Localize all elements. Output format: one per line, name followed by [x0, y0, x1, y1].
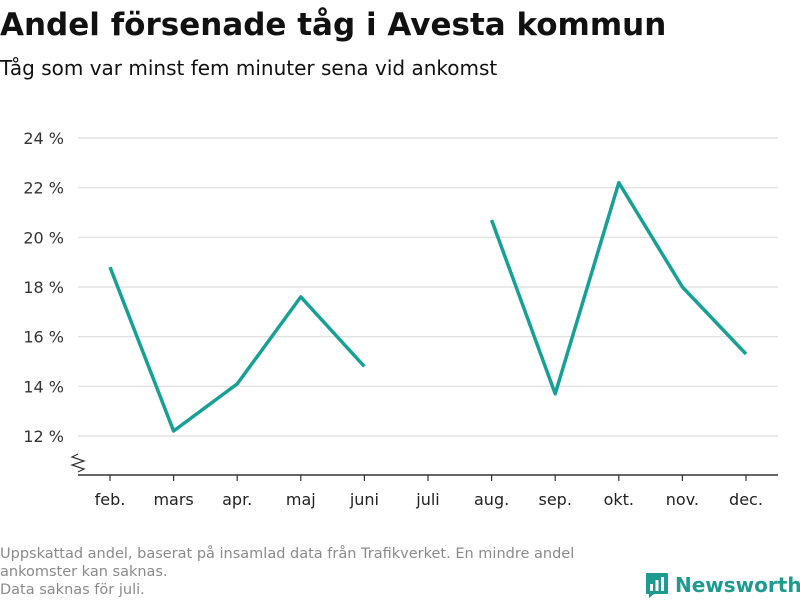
- x-tick-label: nov.: [666, 490, 699, 509]
- chart-title: Andel försenade tåg i Avesta kommun: [0, 7, 667, 43]
- brand-name: Newsworthy: [675, 573, 800, 597]
- footnote-source: Uppskattad andel, baserat på insamlad da…: [0, 546, 575, 580]
- line-chart: 12 % 14 % 16 % 18 % 20 % 22 % 24 % feb. mars apr…: [23, 129, 778, 509]
- x-tick-label: okt.: [604, 490, 634, 509]
- axis-break-icon: [70, 453, 86, 473]
- x-tick-label: mars: [153, 490, 193, 509]
- grid-lines: [78, 137, 778, 437]
- series-layer: [108, 180, 748, 433]
- y-tick-label: 16 %: [23, 328, 64, 347]
- y-tick-label: 24 %: [23, 129, 64, 148]
- x-tick-label: juni: [349, 490, 379, 509]
- y-tick-label: 12 %: [23, 427, 64, 446]
- y-tick-label: 18 %: [23, 278, 64, 297]
- bar-chart-logo-icon: [646, 572, 668, 598]
- x-axis: feb. mars apr. maj juni juli aug. sep. okt. nov. d…: [78, 474, 778, 509]
- x-tick-label: maj: [286, 490, 316, 509]
- x-tick-label: sep.: [538, 490, 571, 509]
- chart-subtitle: Tåg som var minst fem minuter sena vid a…: [0, 56, 498, 80]
- x-tick-label: apr.: [222, 490, 252, 509]
- x-tick-label: juli: [415, 490, 439, 509]
- y-axis: 12 % 14 % 16 % 18 % 20 % 22 % 24 %: [23, 129, 86, 473]
- x-tick-label: aug.: [474, 490, 509, 509]
- x-tick-label: feb.: [95, 490, 126, 509]
- y-tick-label: 20 %: [23, 228, 64, 247]
- series-line-segment: [108, 266, 366, 433]
- y-tick-label: 22 %: [23, 179, 64, 198]
- footnote: Uppskattad andel, baserat på insamlad da…: [0, 545, 640, 599]
- brand-logo: Newsworthy: [645, 570, 800, 600]
- footnote-missing-data: Data saknas för juli.: [0, 582, 145, 598]
- y-tick-label: 14 %: [23, 377, 64, 396]
- x-tick-label: dec.: [729, 490, 763, 509]
- series-line-segment: [489, 180, 748, 396]
